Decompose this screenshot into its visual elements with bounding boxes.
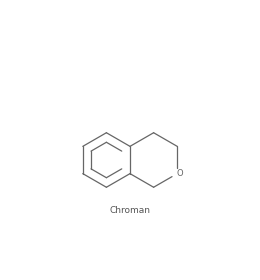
Text: O: O	[177, 169, 184, 178]
Text: Chroman: Chroman	[109, 206, 151, 215]
